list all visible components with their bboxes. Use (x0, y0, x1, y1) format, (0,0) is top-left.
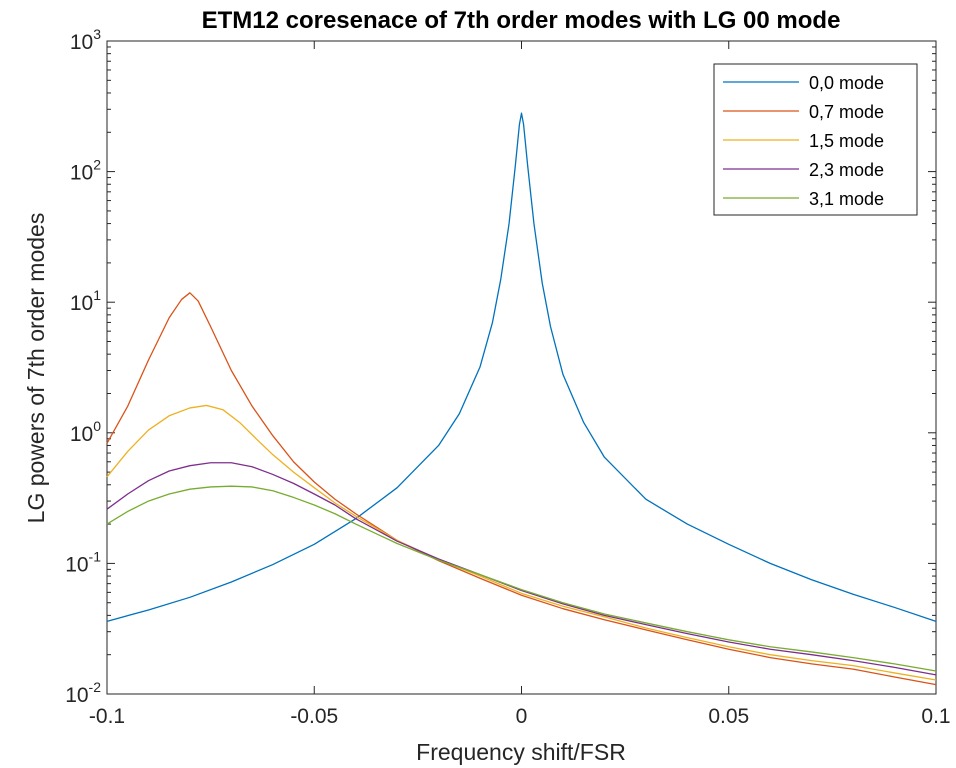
series-layer (106, 112, 937, 686)
x-tick-label: 0.1 (921, 705, 950, 728)
y-tick-label: 100 (70, 418, 101, 446)
x-tick-label: 0 (516, 705, 528, 728)
legend-label: 3,1 mode (809, 189, 884, 209)
x-axis-label: Frequency shift/FSR (416, 739, 626, 765)
y-tick-label: 102 (70, 157, 101, 185)
y-tick-label: 10-2 (65, 679, 101, 707)
series-line (106, 292, 937, 686)
series-line (106, 404, 937, 681)
chart-title: ETM12 coresenace of 7th order modes with… (202, 7, 841, 34)
y-tick-label: 10-1 (65, 548, 101, 576)
series-line (106, 485, 937, 672)
axis-ticks: -0.1 -0.05 0 0.05 0.1 10-2 10-1 100 101 102 103 (65, 26, 950, 728)
y-tick-label: 103 (70, 26, 101, 54)
legend-label: 1,5 mode (809, 131, 884, 151)
x-tick-label: 0.05 (708, 705, 749, 728)
legend: 0,0 mode 0,7 mode 1,5 mode 2,3 mode 3,1 mode (713, 63, 918, 216)
x-tick-label: -0.1 (89, 705, 125, 728)
x-tick-label: -0.05 (290, 705, 338, 728)
legend-label: 0,7 mode (809, 102, 884, 122)
legend-label: 2,3 mode (809, 160, 884, 180)
series-line (106, 112, 937, 622)
legend-label: 0,0 mode (809, 73, 884, 93)
y-tick-label: 101 (70, 287, 101, 315)
y-axis-label: LG powers of 7th order modes (23, 213, 49, 524)
series-line (106, 462, 937, 676)
